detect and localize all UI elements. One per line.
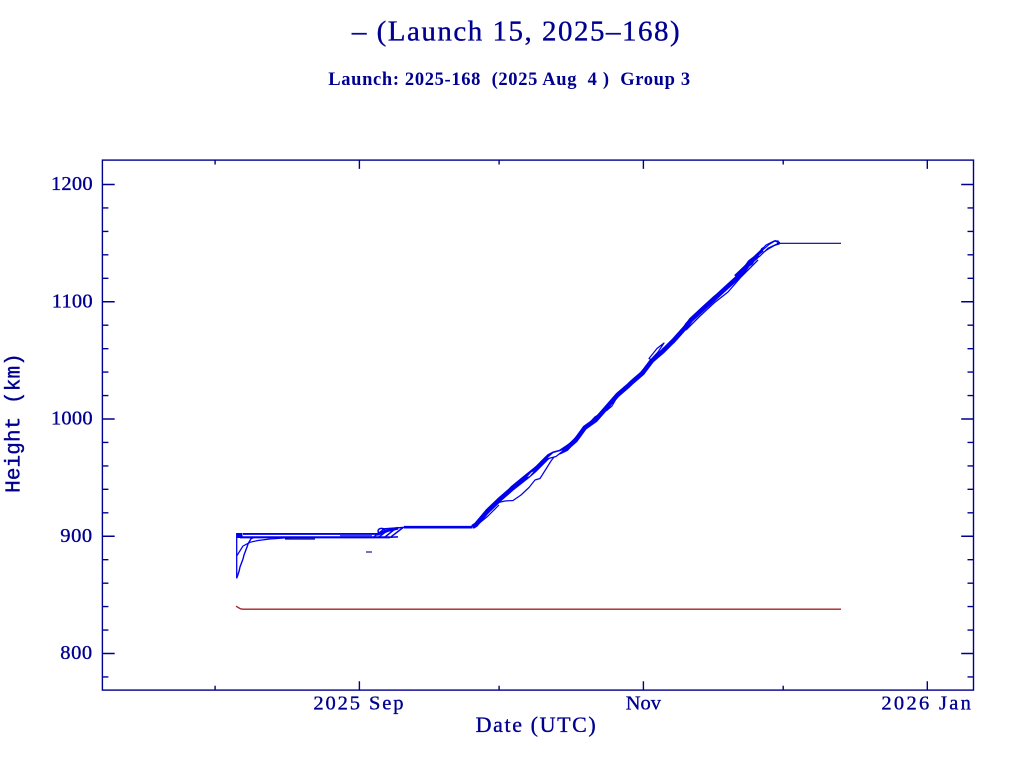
svg-text:2026 Jan: 2026 Jan [881,693,973,715]
svg-text:Height (km): Height (km) [4,353,27,493]
svg-text:900: 900 [60,525,93,547]
svg-text:1200: 1200 [51,173,93,195]
svg-text:– (Launch 15, 2025–168): – (Launch 15, 2025–168) [351,16,681,48]
svg-text:2025 Sep: 2025 Sep [313,693,405,715]
svg-text:1000: 1000 [51,408,93,430]
svg-text:Nov: Nov [626,693,662,715]
svg-text:1100: 1100 [52,290,93,312]
svg-text:Launch: 2025-168 (2025 Aug 4: Launch: 2025-168 (2025 Aug 4 ) Group 3 [328,70,690,90]
svg-text:800: 800 [60,642,93,664]
svg-text:Date (UTC): Date (UTC) [476,712,598,737]
